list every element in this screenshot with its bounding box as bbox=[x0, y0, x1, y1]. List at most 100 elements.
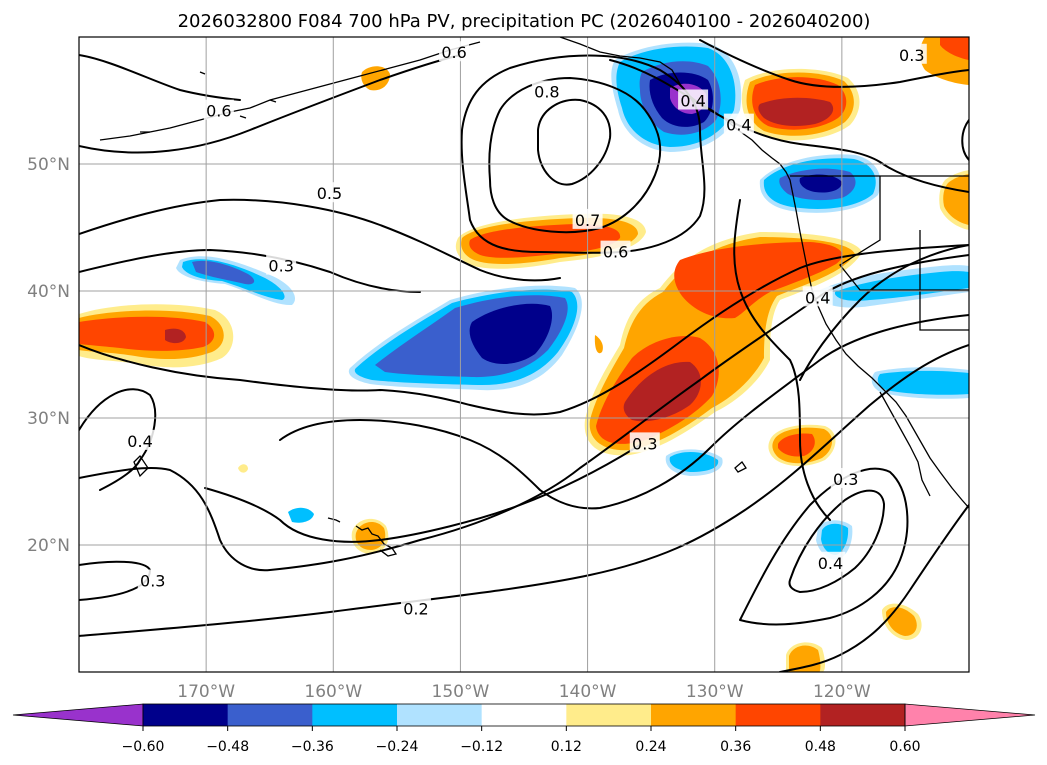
colorbar-segment bbox=[397, 704, 483, 726]
contour-label-bg bbox=[629, 432, 660, 453]
lat-tick-label: 20°N bbox=[27, 536, 70, 556]
shade-neg-21n-2 bbox=[821, 523, 849, 555]
shade-neg-22n bbox=[288, 507, 314, 523]
contour-label: 0.2 bbox=[403, 600, 428, 619]
contour-label-bg bbox=[572, 208, 603, 229]
lon-tick-label: 150°W bbox=[432, 682, 490, 702]
contour-0-6-north bbox=[79, 54, 461, 154]
shade-pos-123w-28n-3 bbox=[778, 433, 815, 457]
lon-tick-label: 130°W bbox=[686, 682, 744, 702]
lon-tick-label: 120°W bbox=[813, 682, 871, 702]
shade-pos-123w-4 bbox=[758, 97, 834, 126]
lat-tick-label: 30°N bbox=[27, 409, 70, 429]
shade-pos-dateline-3 bbox=[79, 316, 215, 351]
contour-label-bg bbox=[678, 89, 709, 110]
shade-neg-117w-2 bbox=[877, 370, 969, 395]
coast-baja bbox=[879, 391, 931, 497]
contour-0-3-main bbox=[79, 254, 969, 572]
contour-0-6-ring bbox=[460, 54, 706, 254]
shade-neg-147w-4 bbox=[469, 303, 553, 364]
contour-label: 0.6 bbox=[603, 243, 628, 262]
shade-pos-bottom-2 bbox=[789, 645, 821, 672]
contour-label: 0.4 bbox=[805, 288, 830, 307]
contour-0-8 bbox=[537, 98, 612, 186]
contour-label: 0.3 bbox=[268, 257, 293, 276]
colorbar-tick-label: 0.12 bbox=[551, 739, 582, 755]
colorbar-segment bbox=[143, 704, 229, 726]
lat-tick-label: 40°N bbox=[27, 282, 70, 302]
longitude-tick-labels: 170°W 160°W 150°W 140°W 130°W 120°W bbox=[177, 682, 871, 702]
contour-label-bg bbox=[266, 254, 297, 275]
lat-tick-label: 50°N bbox=[27, 155, 70, 175]
contour-labels: 0.60.60.80.50.70.60.30.40.30.20.30.40.30… bbox=[125, 41, 927, 619]
contour-label: 0.6 bbox=[441, 43, 466, 62]
colorbar-extend-max bbox=[904, 703, 1036, 727]
shade-pos-band-4 bbox=[623, 361, 701, 422]
contour-0-7 bbox=[488, 77, 662, 234]
colorbar-segment bbox=[566, 704, 652, 726]
lon-tick-label: 170°W bbox=[177, 682, 235, 702]
lon-tick-label: 140°W bbox=[559, 682, 617, 702]
contour-label: 0.3 bbox=[833, 470, 858, 489]
contour-label: 0.4 bbox=[680, 92, 705, 111]
colorbar-tick-label: −0.48 bbox=[206, 739, 249, 755]
colorbar-tick-label: 0.60 bbox=[889, 739, 920, 755]
contour-0-5 bbox=[79, 198, 561, 282]
colorbar-segment bbox=[481, 704, 567, 726]
contour-label-bg bbox=[600, 240, 631, 261]
contour-label-bg bbox=[439, 41, 470, 62]
chart-title: 2026032800 F084 700 hPa PV, precipitatio… bbox=[178, 11, 871, 32]
latitude-tick-labels: 20°N 30°N 40°N 50°N bbox=[27, 155, 70, 556]
contour-label: 0.8 bbox=[534, 83, 559, 102]
contour-0-6-west bbox=[79, 54, 241, 101]
contour-0-4-mid bbox=[79, 244, 969, 416]
contour-label: 0.7 bbox=[575, 211, 600, 230]
contour-label-bg bbox=[531, 80, 562, 101]
colorbar-labels: −0.60 −0.48 −0.36 −0.24 −0.12 0.12 0.24 0.36 0.4… bbox=[122, 739, 921, 755]
contour-0-3-sw bbox=[204, 444, 641, 543]
contour-label: 0.4 bbox=[818, 554, 843, 573]
contour-0-3-ne bbox=[699, 39, 969, 88]
contour-label-bg bbox=[314, 182, 345, 203]
contour-label: 0.5 bbox=[317, 184, 342, 203]
shade-pos-band-6 bbox=[594, 335, 603, 354]
colorbar-segment bbox=[735, 704, 821, 726]
contour-label-bg bbox=[802, 286, 833, 307]
colorbar-tick-label: −0.36 bbox=[291, 739, 334, 755]
contour-label: 0.3 bbox=[899, 46, 924, 65]
contour-label: 0.3 bbox=[140, 572, 165, 591]
contour-label-bg bbox=[723, 113, 754, 134]
colorbar-tick-label: −0.60 bbox=[122, 739, 165, 755]
contour-0-4-ring-se bbox=[788, 489, 885, 593]
contour-0-5-east bbox=[799, 244, 969, 381]
colorbar-segment bbox=[312, 704, 398, 726]
contour-label-bg bbox=[137, 569, 168, 590]
island-aleut-1 bbox=[140, 71, 277, 133]
contour-label-bg bbox=[203, 99, 234, 120]
contour-label: 0.4 bbox=[726, 116, 751, 135]
map-layer: 0.60.60.80.50.70.60.30.40.30.20.30.40.30… bbox=[79, 37, 969, 672]
colorbar-tick-label: −0.24 bbox=[376, 739, 419, 755]
colorbar-segment bbox=[227, 704, 313, 726]
contour-0-3-far-east bbox=[961, 119, 969, 161]
contour-0-2-se bbox=[779, 504, 969, 672]
contour-0-4-nw-loop bbox=[733, 199, 831, 521]
contour-label-bg bbox=[125, 429, 156, 450]
contour-label: 0.4 bbox=[127, 432, 152, 451]
shade-pos-band-5 bbox=[674, 242, 843, 319]
colorbar-frame bbox=[142, 703, 906, 727]
shade-pos-topright-2 bbox=[940, 37, 969, 60]
contour-0-2 bbox=[79, 344, 969, 637]
colorbar-tick-label: 0.48 bbox=[805, 739, 836, 755]
island-hawaii-2 bbox=[327, 517, 341, 523]
shade-pos-right-47n-2 bbox=[943, 174, 969, 225]
contour-0-3-ring-se bbox=[739, 467, 909, 626]
shade-pos-bottom-right-2 bbox=[886, 607, 917, 636]
contour-label-bg bbox=[830, 467, 861, 488]
colorbar-tick-label: −0.12 bbox=[460, 739, 503, 755]
shade-neg-125w-4 bbox=[799, 174, 842, 193]
colorbar-tick-label: 0.24 bbox=[635, 739, 666, 755]
coast-us-west bbox=[791, 189, 969, 509]
contour-label-bg bbox=[815, 551, 846, 572]
